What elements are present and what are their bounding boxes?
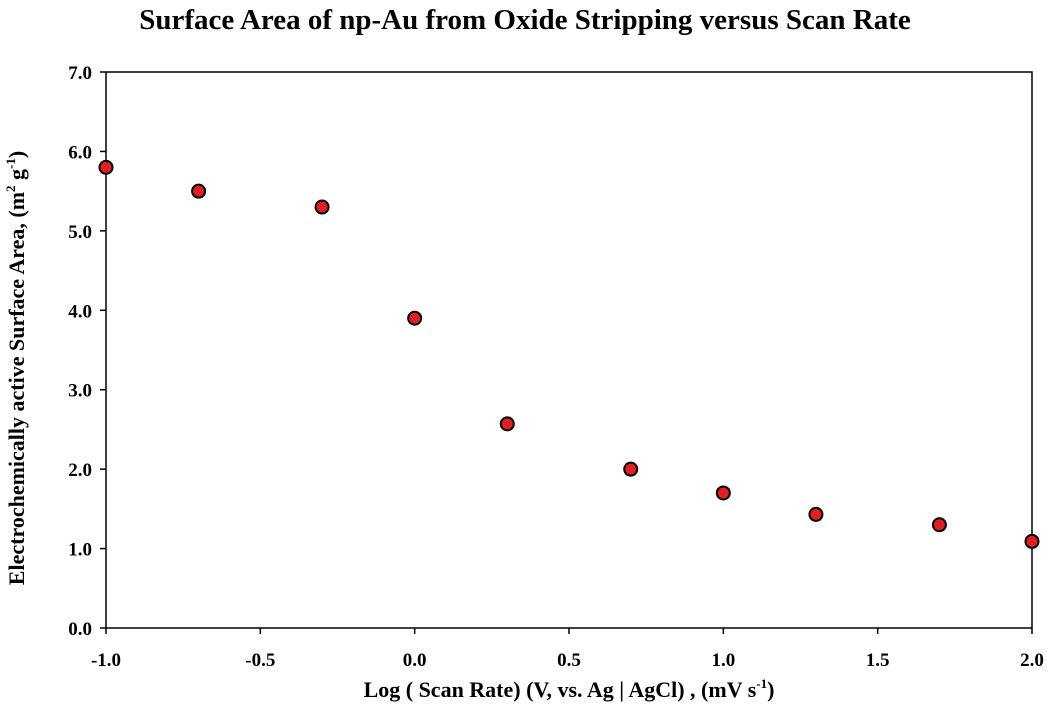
y-tick-label: 2.0 [68, 460, 92, 481]
x-axis-title-superscript: -1 [756, 676, 767, 691]
x-tick-label: 2.0 [1020, 650, 1044, 671]
y-tick-label: 1.0 [68, 540, 92, 561]
y-tick-label: 7.0 [68, 63, 92, 84]
x-axis-title-end: ) [767, 677, 774, 702]
y-axis: 0.0 1.0 2.0 3.0 4.0 5.0 6.0 7.0 [68, 63, 106, 640]
data-points [98, 159, 1040, 549]
y-axis-title: Electrochemically active Surface Area, (… [3, 151, 29, 585]
data-point [407, 310, 423, 326]
chart-title: Surface Area of np-Au from Oxide Strippi… [139, 4, 911, 36]
y-axis-title-text: Electrochemically active Surface Area, (… [4, 192, 29, 585]
y-tick-label: 6.0 [68, 142, 92, 163]
y-axis-title-superscript-1: 2 [3, 185, 18, 192]
y-tick-label: 4.0 [68, 301, 92, 322]
y-tick-label: 3.0 [68, 381, 92, 402]
y-axis-title-superscript-2: -1 [3, 158, 18, 169]
x-axis-title-text: Log ( Scan Rate) (V, vs. Ag | AgCl) , (m… [364, 677, 757, 702]
data-point [623, 461, 639, 477]
x-tick-label: 0.0 [403, 650, 427, 671]
x-tick-label: 1.0 [711, 650, 735, 671]
data-point [1024, 533, 1040, 549]
x-axis: -1.0 -0.5 0.0 0.5 1.0 1.5 2.0 [91, 628, 1044, 671]
y-tick-label: 5.0 [68, 222, 92, 243]
data-point [191, 183, 207, 199]
data-point [314, 199, 330, 215]
data-point [931, 517, 947, 533]
data-point [499, 416, 515, 432]
x-tick-label: 0.5 [557, 650, 581, 671]
data-point [808, 506, 824, 522]
x-tick-label: -1.0 [91, 650, 121, 671]
x-tick-label: 1.5 [866, 650, 890, 671]
data-point [715, 485, 731, 501]
data-point [98, 159, 114, 175]
plot-area-frame [105, 71, 1033, 629]
y-axis-title-mid: g [4, 169, 29, 186]
y-tick-label: 0.0 [68, 619, 92, 640]
x-tick-label: -0.5 [245, 650, 275, 671]
y-axis-title-end: ) [4, 151, 29, 158]
x-axis-title: Log ( Scan Rate) (V, vs. Ag | AgCl) , (m… [364, 676, 775, 702]
